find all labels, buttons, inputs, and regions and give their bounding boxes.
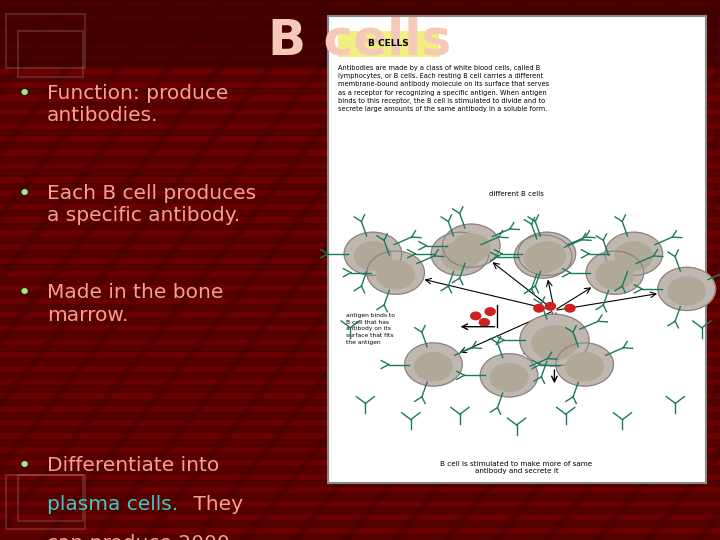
Bar bbox=[18, 31, 83, 77]
Bar bbox=[0, 399, 720, 405]
Bar bbox=[338, 31, 439, 57]
Text: Antibodies are made by a class of white blood cells, called B
lymphocytes, or B : Antibodies are made by a class of white … bbox=[338, 65, 549, 112]
Bar bbox=[0, 264, 720, 270]
Circle shape bbox=[354, 242, 392, 270]
Circle shape bbox=[615, 242, 652, 270]
Circle shape bbox=[524, 245, 562, 273]
Text: B cell is stimulated to make more of same
antibody and secrete it: B cell is stimulated to make more of sam… bbox=[441, 461, 593, 474]
Circle shape bbox=[442, 224, 500, 267]
Circle shape bbox=[658, 267, 716, 310]
Text: B cells: B cells bbox=[269, 17, 451, 64]
Circle shape bbox=[366, 251, 425, 294]
Circle shape bbox=[431, 232, 489, 275]
Circle shape bbox=[514, 235, 572, 278]
Circle shape bbox=[485, 308, 495, 315]
Circle shape bbox=[441, 242, 479, 270]
Bar bbox=[0, 480, 720, 486]
Text: can produce 2000
antibodies every
second.: can produce 2000 antibodies every second… bbox=[47, 534, 230, 540]
Circle shape bbox=[405, 343, 462, 386]
Bar bbox=[0, 7, 720, 14]
Circle shape bbox=[546, 302, 556, 310]
Bar bbox=[0, 196, 720, 202]
Bar bbox=[0, 34, 720, 40]
Bar bbox=[6, 14, 85, 68]
Bar bbox=[0, 412, 720, 418]
Text: •: • bbox=[18, 184, 31, 204]
Text: They: They bbox=[187, 495, 243, 514]
Circle shape bbox=[586, 251, 644, 294]
Circle shape bbox=[471, 312, 481, 320]
Bar bbox=[0, 493, 720, 500]
Bar bbox=[0, 129, 720, 135]
Bar bbox=[0, 345, 720, 351]
Bar bbox=[0, 169, 720, 176]
Circle shape bbox=[453, 234, 490, 262]
Circle shape bbox=[532, 326, 577, 360]
Circle shape bbox=[480, 354, 538, 397]
Bar bbox=[0, 0, 720, 65]
Circle shape bbox=[605, 232, 662, 275]
Circle shape bbox=[566, 353, 603, 381]
Bar bbox=[0, 439, 720, 446]
Bar bbox=[0, 61, 720, 68]
Bar bbox=[0, 223, 720, 230]
Bar bbox=[6, 475, 85, 529]
Circle shape bbox=[528, 242, 566, 270]
Circle shape bbox=[596, 261, 634, 289]
Circle shape bbox=[480, 319, 490, 326]
Circle shape bbox=[520, 314, 589, 366]
Bar bbox=[0, 520, 720, 526]
Text: Made in the bone
marrow.: Made in the bone marrow. bbox=[47, 284, 223, 325]
Text: B CELLS: B CELLS bbox=[369, 39, 409, 48]
Bar bbox=[0, 250, 720, 256]
Bar bbox=[0, 237, 720, 243]
Bar bbox=[0, 453, 720, 459]
Text: Differentiate into: Differentiate into bbox=[47, 456, 219, 475]
Bar bbox=[0, 318, 720, 324]
Bar bbox=[0, 507, 720, 513]
Circle shape bbox=[565, 305, 575, 312]
Bar bbox=[328, 16, 706, 483]
Bar bbox=[0, 426, 720, 432]
Circle shape bbox=[415, 353, 452, 381]
Bar bbox=[0, 21, 720, 27]
Bar bbox=[18, 475, 83, 521]
Bar bbox=[0, 466, 720, 472]
Bar bbox=[0, 156, 720, 162]
Bar bbox=[0, 88, 720, 94]
Circle shape bbox=[556, 343, 613, 386]
Bar bbox=[0, 277, 720, 284]
Bar bbox=[0, 534, 720, 540]
Circle shape bbox=[518, 232, 576, 275]
Text: •: • bbox=[18, 456, 31, 476]
Bar bbox=[0, 75, 720, 81]
Text: Each B cell produces
a specific antibody.: Each B cell produces a specific antibody… bbox=[47, 184, 256, 225]
Circle shape bbox=[490, 363, 528, 392]
Bar bbox=[0, 304, 720, 310]
Bar bbox=[0, 210, 720, 216]
Bar bbox=[0, 102, 720, 108]
Bar bbox=[0, 358, 720, 365]
Bar bbox=[0, 385, 720, 392]
Bar bbox=[0, 372, 720, 378]
Circle shape bbox=[534, 305, 544, 312]
Circle shape bbox=[344, 232, 402, 275]
Circle shape bbox=[377, 261, 415, 289]
Bar bbox=[0, 115, 720, 122]
Text: antigen binds to
B cell that has
antibody on its
surface that fits
the antigen: antigen binds to B cell that has antibod… bbox=[346, 313, 395, 345]
Bar bbox=[0, 183, 720, 189]
Circle shape bbox=[668, 277, 706, 305]
Text: Function: produce
antibodies.: Function: produce antibodies. bbox=[47, 84, 228, 125]
Text: plasma cells.: plasma cells. bbox=[47, 495, 178, 514]
Bar bbox=[0, 331, 720, 338]
Text: •: • bbox=[18, 84, 31, 104]
Text: •: • bbox=[18, 284, 31, 303]
Bar bbox=[0, 291, 720, 297]
Bar bbox=[0, 142, 720, 149]
Bar bbox=[0, 48, 720, 54]
Text: different B cells: different B cells bbox=[489, 191, 544, 198]
